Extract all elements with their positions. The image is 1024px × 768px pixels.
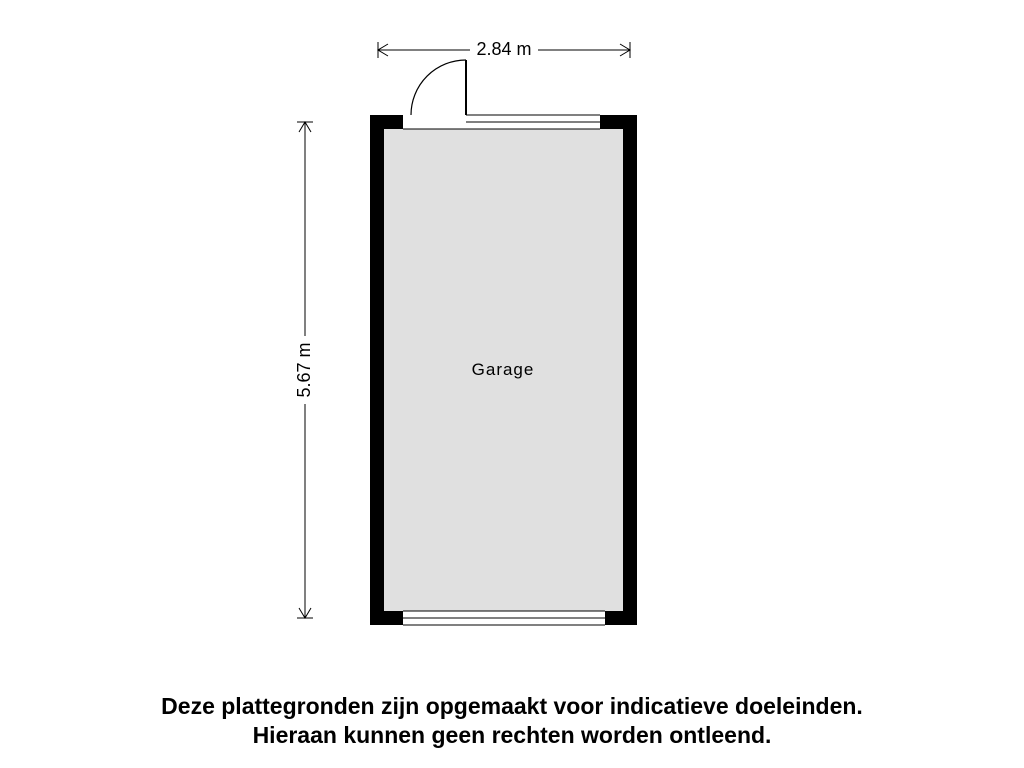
top-window [466,115,600,129]
top-door-gap [403,115,466,129]
wall-left [370,115,384,625]
wall-bottom-left-post [370,611,403,625]
dimension-width: 2.84 m [378,38,630,60]
room-label: Garage [472,360,535,379]
disclaimer-line1: Deze plattegronden zijn opgemaakt voor i… [161,693,863,719]
floorplan-svg: Garage 2.84 m 5.67 m [0,0,1024,768]
dimension-height: 5.67 m [293,122,317,618]
door-swing [411,60,466,115]
wall-right [623,115,637,625]
disclaimer-text: Deze plattegronden zijn opgemaakt voor i… [0,692,1024,750]
wall-bottom-right-post [605,611,637,625]
dimension-height-label: 5.67 m [294,342,314,397]
wall-top-left-post [370,115,403,129]
dimension-width-label: 2.84 m [476,39,531,59]
disclaimer-line2: Hieraan kunnen geen rechten worden ontle… [253,722,772,748]
garage-door [403,611,605,625]
wall-top-right-post [600,115,637,129]
floorplan-canvas: Garage 2.84 m 5.67 m [0,0,1024,768]
